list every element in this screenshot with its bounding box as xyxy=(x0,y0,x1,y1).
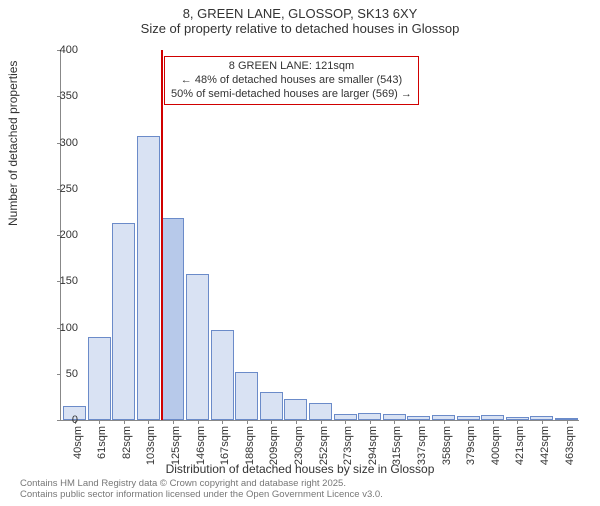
x-tick-label: 167sqm xyxy=(219,426,231,470)
histogram-bar xyxy=(358,413,381,420)
annotation-line: ← 48% of detached houses are smaller (54… xyxy=(171,74,412,88)
y-tick-label: 250 xyxy=(60,183,78,195)
x-tick-mark xyxy=(419,420,420,424)
x-tick-mark xyxy=(173,420,174,424)
histogram-bar xyxy=(260,392,283,420)
histogram-bar xyxy=(235,372,258,420)
x-tick-mark xyxy=(222,420,223,424)
x-tick-mark xyxy=(517,420,518,424)
footer-attribution: Contains HM Land Registry data © Crown c… xyxy=(20,479,383,501)
x-tick-mark xyxy=(468,420,469,424)
x-tick-label: 252sqm xyxy=(318,426,330,470)
x-tick-label: 358sqm xyxy=(441,426,453,470)
x-tick-mark xyxy=(247,420,248,424)
x-tick-label: 40sqm xyxy=(72,426,84,470)
x-tick-mark xyxy=(271,420,272,424)
plot-area: 8 GREEN LANE: 121sqm← 48% of detached ho… xyxy=(60,50,579,421)
annotation-line: 8 GREEN LANE: 121sqm xyxy=(171,60,412,74)
x-tick-label: 379sqm xyxy=(465,426,477,470)
annotation-line: 50% of semi-detached houses are larger (… xyxy=(171,88,412,102)
y-tick-label: 0 xyxy=(72,414,78,426)
chart-area: 8 GREEN LANE: 121sqm← 48% of detached ho… xyxy=(60,50,578,420)
histogram-bar xyxy=(112,223,135,420)
y-tick-label: 50 xyxy=(66,368,78,380)
x-tick-mark xyxy=(542,420,543,424)
x-tick-label: 273sqm xyxy=(342,426,354,470)
x-tick-label: 400sqm xyxy=(490,426,502,470)
histogram-bar xyxy=(211,330,234,420)
title-main: 8, GREEN LANE, GLOSSOP, SK13 6XY xyxy=(0,6,600,21)
x-tick-label: 209sqm xyxy=(268,426,280,470)
x-tick-label: 103sqm xyxy=(145,426,157,470)
x-tick-mark xyxy=(321,420,322,424)
x-tick-label: 125sqm xyxy=(170,426,182,470)
x-tick-label: 61sqm xyxy=(96,426,108,470)
x-tick-mark xyxy=(198,420,199,424)
x-tick-mark xyxy=(444,420,445,424)
x-tick-mark xyxy=(345,420,346,424)
histogram-bar xyxy=(161,218,184,420)
x-tick-mark xyxy=(148,420,149,424)
histogram-bar xyxy=(309,403,332,420)
histogram-bar xyxy=(284,399,307,420)
title-sub: Size of property relative to detached ho… xyxy=(0,21,600,36)
x-tick-mark xyxy=(99,420,100,424)
x-tick-label: 82sqm xyxy=(121,426,133,470)
annotation-box: 8 GREEN LANE: 121sqm← 48% of detached ho… xyxy=(164,56,419,105)
x-tick-label: 463sqm xyxy=(564,426,576,470)
x-tick-label: 230sqm xyxy=(293,426,305,470)
x-tick-label: 337sqm xyxy=(416,426,428,470)
y-tick-label: 200 xyxy=(60,229,78,241)
y-tick-mark xyxy=(57,374,61,375)
x-tick-label: 315sqm xyxy=(391,426,403,470)
footer-line: Contains public sector information licen… xyxy=(20,490,383,501)
x-tick-mark xyxy=(394,420,395,424)
histogram-bar xyxy=(137,136,160,420)
x-tick-mark xyxy=(567,420,568,424)
x-tick-label: 188sqm xyxy=(244,426,256,470)
y-tick-label: 300 xyxy=(60,137,78,149)
x-tick-mark xyxy=(370,420,371,424)
x-tick-label: 442sqm xyxy=(539,426,551,470)
x-tick-label: 421sqm xyxy=(514,426,526,470)
histogram-bar xyxy=(88,337,111,420)
histogram-bar xyxy=(186,274,209,420)
reference-line xyxy=(161,50,163,420)
x-tick-mark xyxy=(296,420,297,424)
x-tick-mark xyxy=(124,420,125,424)
y-tick-label: 150 xyxy=(60,275,78,287)
y-tick-label: 400 xyxy=(60,44,78,56)
x-tick-label: 146sqm xyxy=(195,426,207,470)
x-tick-label: 294sqm xyxy=(367,426,379,470)
y-tick-label: 100 xyxy=(60,322,78,334)
y-tick-label: 350 xyxy=(60,90,78,102)
x-tick-mark xyxy=(493,420,494,424)
y-axis-label: Number of detached properties xyxy=(6,61,20,226)
y-tick-mark xyxy=(57,420,61,421)
